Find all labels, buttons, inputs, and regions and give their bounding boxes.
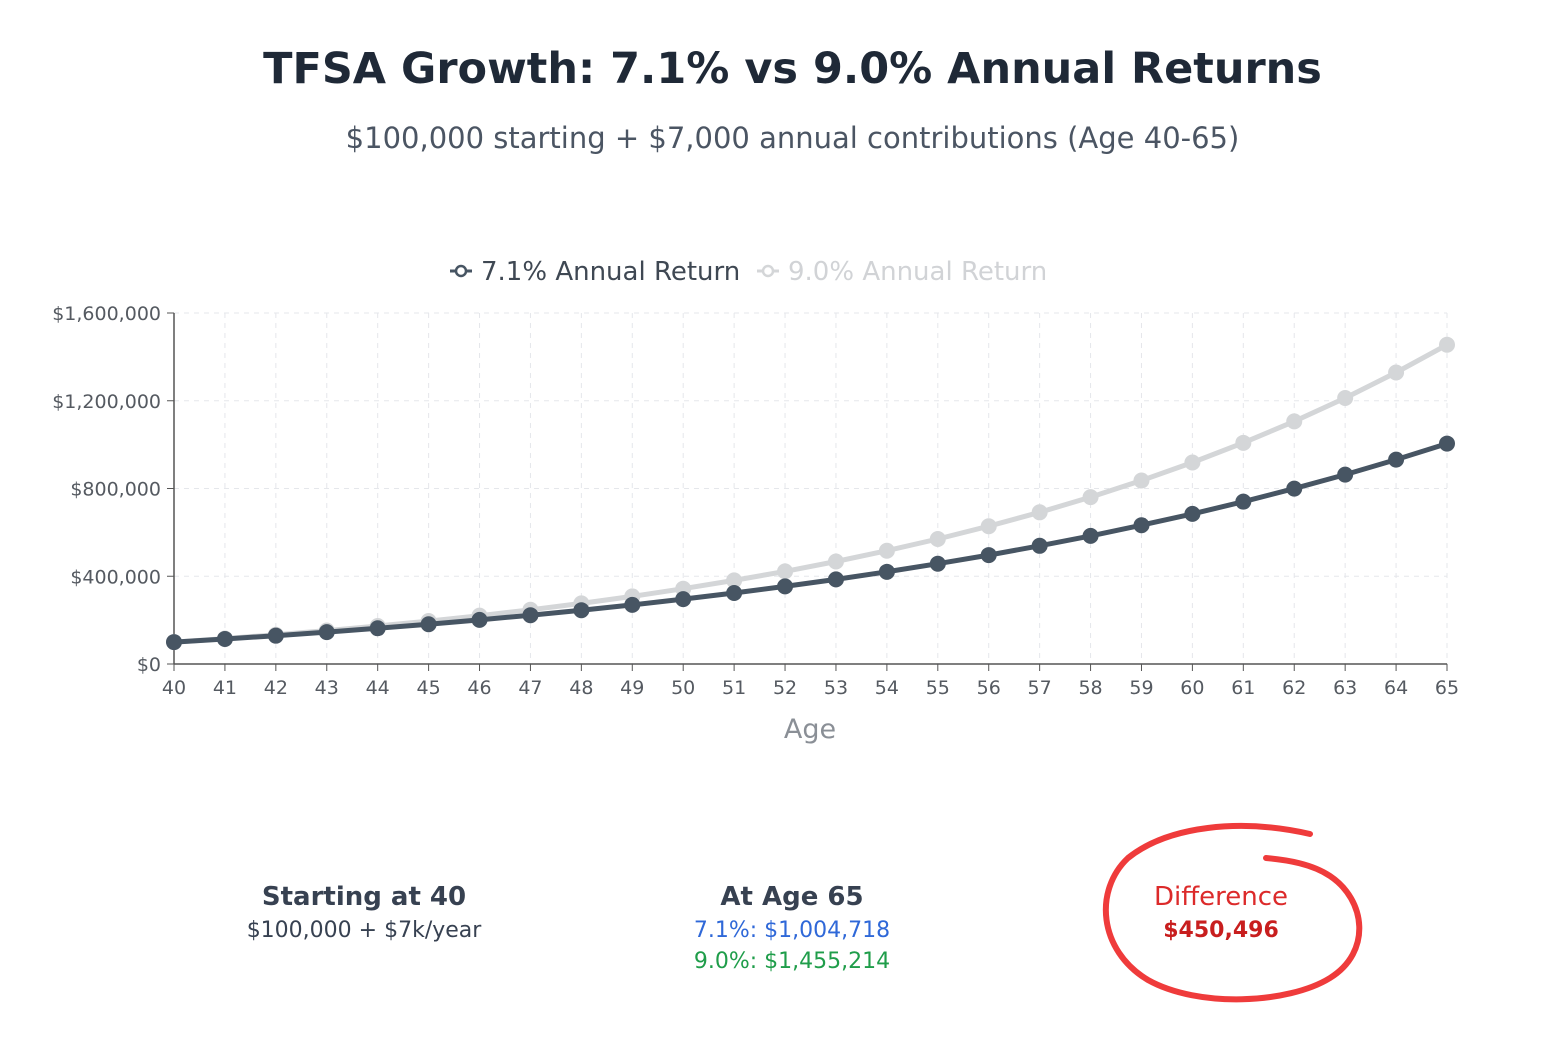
chart-subtitle: $100,000 starting + $7,000 annual contri… (345, 121, 1240, 155)
y-tick-label: $1,600,000 (52, 303, 161, 325)
x-tick-label: 48 (569, 677, 593, 699)
data-point-a (827, 571, 844, 588)
x-tick-label: 43 (315, 677, 339, 699)
x-tick-label: 53 (824, 677, 848, 699)
x-tick-label: 42 (264, 677, 288, 699)
legend: 7.1% Annual Return 9.0% Annual Return (450, 257, 1047, 287)
data-point-b (1031, 504, 1048, 521)
x-tick-label: 64 (1384, 677, 1408, 699)
x-tick-label: 57 (1028, 677, 1052, 699)
x-tick-label: 60 (1180, 677, 1204, 699)
legend-marker-a (454, 264, 468, 278)
data-point-a (675, 591, 692, 608)
stat-age-65: At Age 65 7.1%: $1,004,718 9.0%: $1,455,… (612, 882, 972, 974)
chart-title: TFSA Growth: 7.1% vs 9.0% Annual Returns (263, 44, 1322, 94)
stat-age-65-value-b: 9.0%: $1,455,214 (693, 949, 891, 974)
data-point-a (1439, 435, 1455, 452)
data-point-a (1031, 537, 1048, 554)
data-point-a (980, 547, 997, 564)
data-point-a (166, 634, 182, 651)
data-point-b (726, 572, 743, 589)
legend-label-b: 9.0% Annual Return (788, 257, 1047, 287)
legend-label-a: 7.1% Annual Return (481, 257, 740, 287)
stat-age-65-heading: At Age 65 (720, 882, 864, 912)
data-point-b (929, 531, 946, 548)
data-point-a (522, 607, 539, 624)
data-point-b (1235, 434, 1252, 451)
stat-starting: Starting at 40 $100,000 + $7k/year (184, 882, 544, 943)
data-point-b (1082, 489, 1099, 506)
x-tick-label: 46 (467, 677, 491, 699)
x-tick-label: 62 (1282, 677, 1306, 699)
data-point-b (1337, 390, 1354, 407)
data-point-b (1286, 413, 1303, 430)
y-tick-label: $400,000 (70, 566, 161, 588)
data-point-a (420, 616, 437, 633)
data-point-a (369, 620, 386, 637)
data-point-b (777, 563, 794, 580)
series-group (166, 336, 1455, 651)
x-tick-label: 59 (1129, 677, 1153, 699)
stat-starting-detail: $100,000 + $7k/year (246, 918, 482, 943)
data-point-a (471, 611, 488, 628)
data-point-a (929, 555, 946, 572)
legend-marker-b (761, 264, 775, 278)
x-tick-label: 54 (875, 677, 899, 699)
x-tick-label: 56 (977, 677, 1001, 699)
x-tick-label: 63 (1333, 677, 1357, 699)
x-tick-label: 44 (366, 677, 390, 699)
x-tick-label: 40 (162, 677, 186, 699)
data-point-a (1082, 527, 1099, 544)
data-point-a (1337, 466, 1354, 483)
data-point-b (878, 542, 895, 559)
y-tick-label: $1,200,000 (52, 391, 161, 413)
stat-starting-heading: Starting at 40 (261, 882, 467, 912)
stat-difference-value: $450,496 (1163, 918, 1279, 943)
data-point-b (1388, 364, 1405, 381)
x-tick-label: 58 (1078, 677, 1102, 699)
x-tick-label: 47 (518, 677, 542, 699)
stat-difference: Difference $450,496 (1041, 882, 1401, 943)
y-tick-label: $800,000 (70, 479, 161, 501)
data-point-a (216, 630, 233, 647)
data-point-a (1388, 451, 1405, 468)
x-tick-label: 41 (213, 677, 237, 699)
data-point-b (1439, 336, 1455, 353)
x-tick-label: 61 (1231, 677, 1255, 699)
data-point-a (777, 578, 794, 595)
y-tick-label: $0 (137, 654, 161, 676)
x-tick-label: 51 (722, 677, 746, 699)
grid-lines (174, 312, 1448, 664)
data-point-a (1235, 493, 1252, 510)
data-point-a (726, 584, 743, 601)
x-tick-label: 55 (926, 677, 950, 699)
data-point-a (624, 596, 641, 613)
x-tick-label: 65 (1435, 677, 1459, 699)
data-point-b (980, 518, 997, 535)
series-line-a (173, 441, 1448, 645)
data-point-a (573, 602, 590, 619)
x-tick-label: 49 (620, 677, 644, 699)
x-tick-label: 45 (417, 677, 441, 699)
series-line-b (173, 342, 1449, 645)
data-point-b (1184, 454, 1201, 471)
x-tick-label: 52 (773, 677, 797, 699)
x-axis-label: Age (784, 714, 836, 745)
data-point-b (1133, 472, 1150, 489)
data-point-a (1286, 480, 1303, 497)
data-point-a (1133, 517, 1150, 534)
data-point-a (318, 624, 335, 641)
data-point-a (1184, 505, 1201, 522)
stat-age-65-value-a: 7.1%: $1,004,718 (693, 918, 891, 943)
data-point-a (878, 563, 895, 580)
x-tick-label: 50 (671, 677, 695, 699)
stat-difference-heading: Difference (1153, 882, 1289, 912)
axes: $0 $400,000 $800,000 $1,200,000 $1,600,000 40… (52, 303, 1459, 699)
data-point-b (827, 553, 844, 570)
data-point-a (267, 627, 284, 644)
